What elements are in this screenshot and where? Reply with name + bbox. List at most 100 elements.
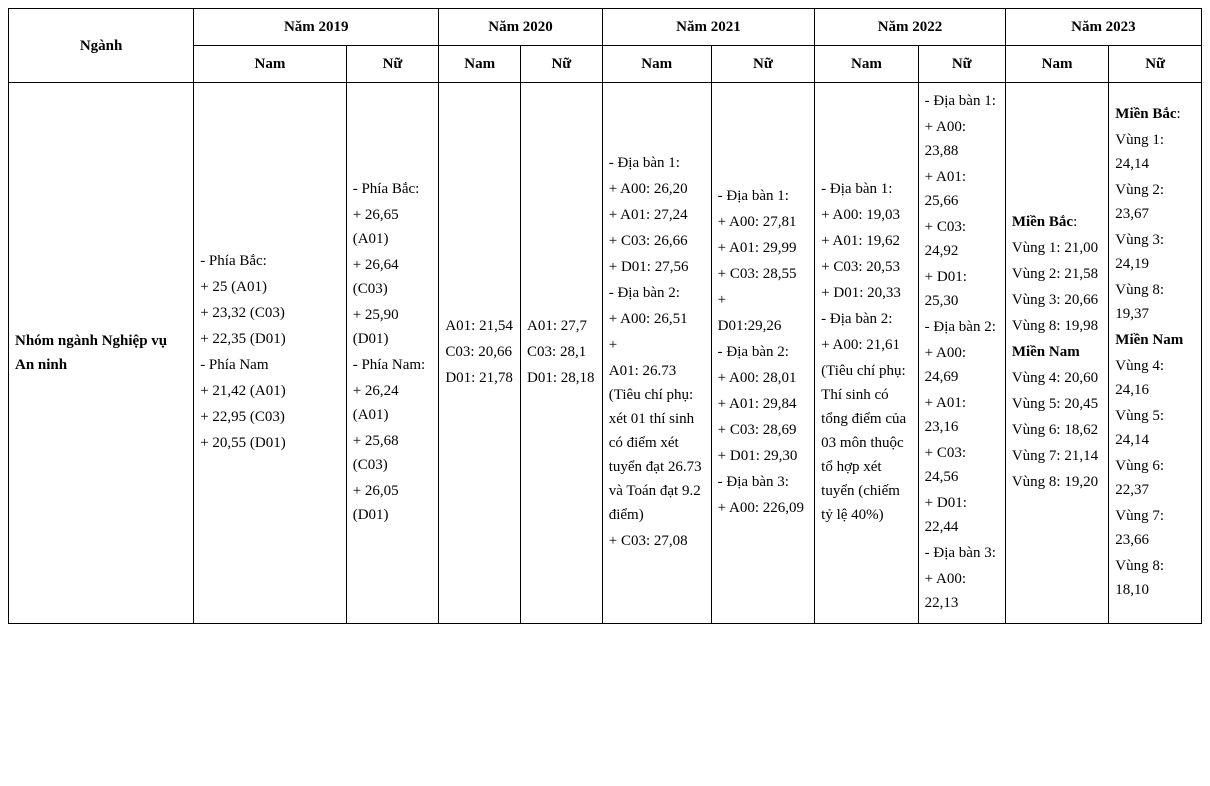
cell-line: - Địa bàn 2: <box>821 307 911 331</box>
cell-line: + 26,05 (D01) <box>353 479 433 527</box>
cell-line: + 26,65 (A01) <box>353 203 433 251</box>
cell-nganh: Nhóm ngành Nghiệp vụ An ninh <box>9 83 194 624</box>
cell-line: - Địa bàn 1: <box>925 89 999 113</box>
cell-line: Vùng 6: 18,62 <box>1012 418 1102 442</box>
cell-line: + C03: 28,69 <box>718 418 809 442</box>
cell-line: + A00: 24,69 <box>925 341 999 389</box>
cell-nam-2019: - Phía Bắc:+ 25 (A01)+ 23,32 (C03)+ 22,3… <box>194 83 347 624</box>
cell-line: + A00: 19,03 <box>821 203 911 227</box>
col-header-nam: Nam <box>602 46 711 83</box>
cell-line: + D01: 22,44 <box>925 491 999 539</box>
col-header-nu: Nữ <box>346 46 439 83</box>
cell-line: Vùng 5: 20,45 <box>1012 392 1102 416</box>
cell-line: Vùng 8: 19,20 <box>1012 470 1102 494</box>
cell-line: + D01: 29,30 <box>718 444 809 468</box>
cell-line: - Địa bàn 1: <box>609 151 705 175</box>
cell-line: (Tiêu chí phụ: Thí sinh có tổng điểm của… <box>821 359 911 527</box>
col-header-year-2020: Năm 2020 <box>439 9 602 46</box>
cell-line: Vùng 7: 23,66 <box>1115 504 1195 552</box>
cell-line: + A00: 28,01 <box>718 366 809 390</box>
cell-line: A01: 26.73 (Tiêu chí phụ: xét 01 thí sin… <box>609 359 705 527</box>
cell-line: - Địa bàn 1: <box>821 177 911 201</box>
cell-line: + C03: 24,56 <box>925 441 999 489</box>
cell-line: + C03: 26,66 <box>609 229 705 253</box>
cell-nam-2021: - Địa bàn 1:+ A00: 26,20+ A01: 27,24+ C0… <box>602 83 711 624</box>
cell-line: D01:29,26 <box>718 314 809 338</box>
cell-line: + D01: 20,33 <box>821 281 911 305</box>
cell-line: + A00: 22,13 <box>925 567 999 615</box>
col-header-year-2023: Năm 2023 <box>1005 9 1201 46</box>
cell-line: + A01: 29,84 <box>718 392 809 416</box>
cell-line: C03: 28,1 <box>527 340 596 364</box>
cell-line: Vùng 3: 20,66 <box>1012 288 1102 312</box>
cell-line: + C03: 28,55 <box>718 262 809 286</box>
col-header-nu: Nữ <box>521 46 603 83</box>
cell-nu-2020: A01: 27,7C03: 28,1D01: 28,18 <box>521 83 603 624</box>
table-row: Nhóm ngành Nghiệp vụ An ninh - Phía Bắc:… <box>9 83 1202 624</box>
cell-line: + A00: 26,51 <box>609 307 705 331</box>
cell-line: - Phía Bắc: <box>353 177 433 201</box>
cell-line: + A00: 226,09 <box>718 496 809 520</box>
cell-line: Vùng 8: 19,98 <box>1012 314 1102 338</box>
cell-line: + C03: 24,92 <box>925 215 999 263</box>
cell-line: Vùng 2: 23,67 <box>1115 178 1195 226</box>
cell-line: + A01: 23,16 <box>925 391 999 439</box>
cell-line: Vùng 1: 24,14 <box>1115 128 1195 176</box>
cell-line: + 21,42 (A01) <box>200 379 340 403</box>
col-header-nam: Nam <box>1005 46 1108 83</box>
cell-line: + A00: 21,61 <box>821 333 911 357</box>
col-header-year-2019: Năm 2019 <box>194 9 439 46</box>
cell-line: + 25,90 (D01) <box>353 303 433 351</box>
cell-line: Vùng 7: 21,14 <box>1012 444 1102 468</box>
cell-line: + C03: 20,53 <box>821 255 911 279</box>
cell-line: C03: 20,66 <box>445 340 514 364</box>
cell-line: Vùng 6: 22,37 <box>1115 454 1195 502</box>
cell-line: D01: 21,78 <box>445 366 514 390</box>
cell-line: + 20,55 (D01) <box>200 431 340 455</box>
col-header-nam: Nam <box>194 46 347 83</box>
cell-line: + 26,24 (A01) <box>353 379 433 427</box>
col-header-year-2022: Năm 2022 <box>815 9 1006 46</box>
cell-nam-2023: Miền Bắc:Vùng 1: 21,00Vùng 2: 21,58Vùng … <box>1005 83 1108 624</box>
cell-line: + A00: 26,20 <box>609 177 705 201</box>
cell-nu-2019: - Phía Bắc:+ 26,65 (A01)+ 26,64 (C03)+ 2… <box>346 83 439 624</box>
cell-line: - Địa bàn 2: <box>925 315 999 339</box>
cell-line: + A01: 19,62 <box>821 229 911 253</box>
cell-nam-2020: A01: 21,54C03: 20,66D01: 21,78 <box>439 83 521 624</box>
cell-line: Miền Bắc: <box>1115 102 1195 126</box>
cell-line: + <box>609 333 705 357</box>
col-header-nu: Nữ <box>918 46 1005 83</box>
cell-line: Vùng 4: 24,16 <box>1115 354 1195 402</box>
cell-line: + D01: 25,30 <box>925 265 999 313</box>
scores-table: Ngành Năm 2019 Năm 2020 Năm 2021 Năm 202… <box>8 8 1202 624</box>
col-header-nganh: Ngành <box>9 9 194 83</box>
col-header-year-2021: Năm 2021 <box>602 9 814 46</box>
cell-line: - Địa bàn 1: <box>718 184 809 208</box>
cell-nam-2022: - Địa bàn 1:+ A00: 19,03+ A01: 19,62+ C0… <box>815 83 918 624</box>
cell-line: + A00: 27,81 <box>718 210 809 234</box>
cell-line: Vùng 4: 20,60 <box>1012 366 1102 390</box>
cell-line: - Phía Nam: <box>353 353 433 377</box>
cell-line: Vùng 8: 18,10 <box>1115 554 1195 602</box>
cell-line: + 22,95 (C03) <box>200 405 340 429</box>
cell-line: + A01: 25,66 <box>925 165 999 213</box>
cell-line: + A01: 29,99 <box>718 236 809 260</box>
cell-line: + A01: 27,24 <box>609 203 705 227</box>
cell-line: Miền Nam <box>1115 328 1195 352</box>
cell-line: A01: 27,7 <box>527 314 596 338</box>
cell-nu-2021: - Địa bàn 1:+ A00: 27,81+ A01: 29,99+ C0… <box>711 83 815 624</box>
cell-line: Vùng 5: 24,14 <box>1115 404 1195 452</box>
cell-line: + <box>718 288 809 312</box>
col-header-nu: Nữ <box>711 46 815 83</box>
cell-line: Vùng 1: 21,00 <box>1012 236 1102 260</box>
cell-nu-2022: - Địa bàn 1:+ A00: 23,88+ A01: 25,66+ C0… <box>918 83 1005 624</box>
cell-line: - Phía Nam <box>200 353 340 377</box>
cell-line: - Địa bàn 2: <box>718 340 809 364</box>
cell-line: Vùng 2: 21,58 <box>1012 262 1102 286</box>
cell-line: - Phía Bắc: <box>200 249 340 273</box>
cell-line: Miền Nam <box>1012 340 1102 364</box>
cell-line: + C03: 27,08 <box>609 529 705 553</box>
cell-line: - Địa bàn 3: <box>718 470 809 494</box>
cell-line: + 25,68 (C03) <box>353 429 433 477</box>
cell-line: + A00: 23,88 <box>925 115 999 163</box>
